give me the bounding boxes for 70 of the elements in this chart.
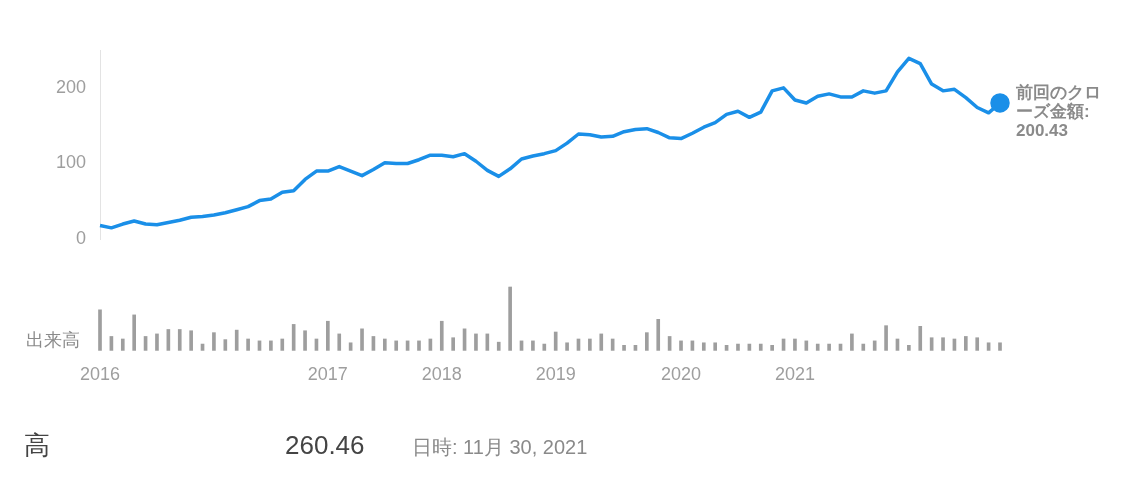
bar [872, 340, 877, 351]
bar [701, 342, 706, 351]
bar [303, 330, 307, 351]
bar [451, 337, 455, 351]
bar [758, 343, 763, 351]
bar [770, 345, 774, 351]
bar [918, 325, 923, 351]
bar [98, 309, 102, 351]
bar [337, 333, 342, 351]
bar [508, 286, 512, 351]
bar [531, 340, 535, 351]
bar [120, 338, 125, 351]
x-tick-label: 2021 [774, 364, 815, 385]
bar [793, 338, 797, 351]
bar [234, 329, 239, 351]
bar [417, 340, 421, 351]
bar [177, 329, 182, 351]
bar [827, 343, 831, 351]
bar [326, 320, 330, 351]
bar [223, 339, 228, 351]
bar [474, 333, 478, 351]
bar [588, 338, 592, 351]
bar [439, 320, 444, 351]
text: 260.46 [285, 430, 365, 461]
x-tick-label: 2019 [535, 364, 576, 385]
bar [622, 345, 626, 351]
bar [850, 333, 854, 351]
bar [542, 343, 547, 351]
bar [941, 337, 945, 351]
bar [189, 330, 193, 351]
bar [246, 338, 250, 351]
y-tick-label: 0 [75, 228, 86, 249]
bar [963, 336, 968, 351]
text: 日時: 11月 30, 2021 [412, 435, 588, 460]
bar [269, 340, 273, 351]
bar [291, 324, 296, 351]
bar [679, 340, 683, 351]
bar [645, 332, 649, 351]
bar [496, 341, 501, 351]
bar [348, 342, 353, 351]
y-tick-label: 200 [55, 76, 86, 97]
bar [280, 338, 285, 351]
bar [656, 319, 661, 351]
bar [713, 342, 718, 351]
y-tick-label: 100 [55, 152, 86, 173]
bar [553, 331, 558, 351]
text: 前回のクローズ金額: 200.43 [1016, 82, 1102, 140]
bar [736, 343, 740, 351]
x-tick-label: 2020 [660, 364, 702, 385]
bar [815, 343, 820, 351]
bar [884, 325, 888, 351]
bar [155, 333, 159, 351]
text: 高 [24, 429, 50, 462]
bar [212, 332, 216, 351]
bar [382, 338, 387, 351]
x-tick-label: 2016 [79, 364, 121, 385]
bar [998, 342, 1002, 351]
bar [565, 342, 569, 351]
bar [804, 340, 809, 351]
y-axis-title: 出来高 [26, 329, 80, 353]
bar [907, 345, 911, 351]
bar [360, 328, 364, 351]
x-tick-label: 2017 [307, 364, 348, 385]
bar [975, 337, 980, 351]
bar [986, 342, 991, 351]
bar [132, 314, 137, 351]
x-tick-label: 2018 [421, 364, 462, 385]
bar [394, 340, 399, 351]
bar [599, 333, 604, 351]
bar [861, 343, 866, 351]
